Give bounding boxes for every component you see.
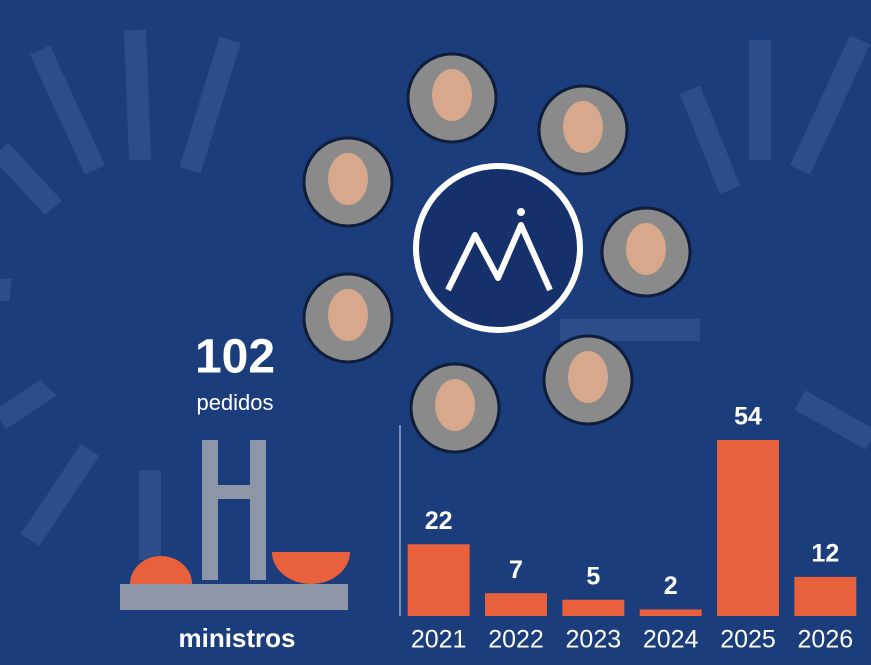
bar-chart: 22 2021 7 2022 5 2023 2 2024 54 2025 12 2026 <box>407 403 857 654</box>
value-label: 22 <box>425 507 453 535</box>
x-tick-label: 2025 <box>720 626 776 654</box>
bar <box>485 593 547 616</box>
logo <box>413 163 583 333</box>
bar <box>794 576 857 616</box>
bar <box>407 544 470 616</box>
headline-value: 102 <box>195 331 275 384</box>
bar <box>717 440 779 616</box>
bar <box>639 609 702 616</box>
value-label: 2 <box>664 572 678 600</box>
x-tick-label: 2024 <box>643 626 699 654</box>
x-tick-label: 2026 <box>798 626 854 654</box>
headline-label: pedidos <box>196 390 273 415</box>
decor-rays <box>0 29 871 560</box>
value-label: 12 <box>811 539 839 567</box>
value-label: 5 <box>586 562 600 590</box>
x-tick-label: 2021 <box>411 626 467 654</box>
footer-label: ministros <box>178 623 295 653</box>
congress-icon <box>120 440 350 610</box>
bar <box>562 599 625 616</box>
portraits <box>302 52 692 454</box>
x-tick-label: 2023 <box>566 626 622 654</box>
value-label: 7 <box>509 556 523 584</box>
value-label: 54 <box>734 403 762 431</box>
decor-disc <box>10 180 250 420</box>
x-tick-label: 2022 <box>488 626 544 654</box>
decor-disc <box>770 210 871 390</box>
